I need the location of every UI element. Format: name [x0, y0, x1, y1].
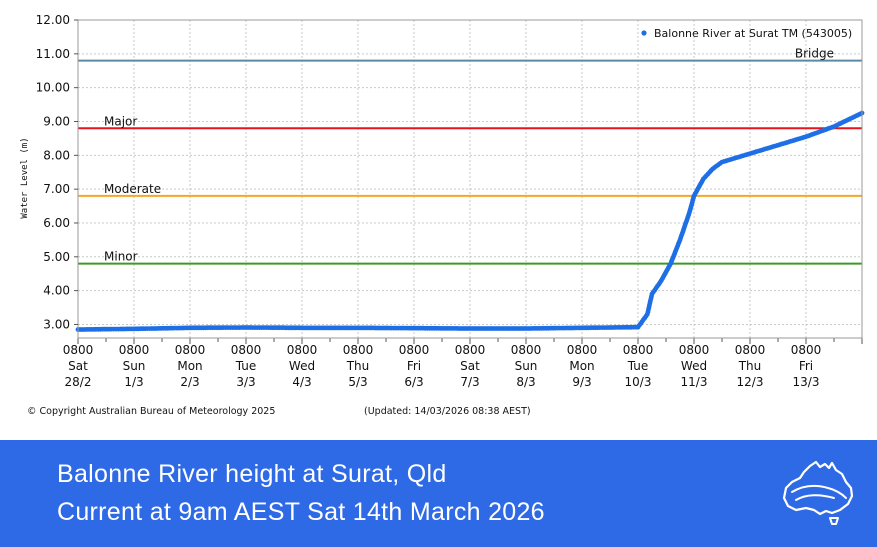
- x-tick-label: 0800 Tue 10/3: [623, 343, 654, 389]
- australia-map-icon: [782, 460, 854, 525]
- x-axis-ticks: 0800 Sat 28/2 0800 Sun 1/3 0800 Mon 2/3 0800 Tue 3/…: [63, 343, 822, 389]
- x-tick-label: 0800 Sun 8/3: [511, 343, 542, 389]
- y-tick-label: 5.00: [43, 250, 70, 264]
- threshold-label-major: Major: [104, 114, 137, 128]
- x-tick-label: 0800 Sat 28/2: [63, 343, 94, 389]
- y-tick-label: 12.00: [36, 13, 70, 27]
- x-tick-label: 0800 Fri 13/3: [791, 343, 822, 389]
- banner-subtitle: Current at 9am AEST Sat 14th March 2026: [57, 498, 545, 526]
- chart-svg: Bridge Major Moderate Minor 12.00 11.00 10.00…: [20, 13, 865, 417]
- y-axis-title: Water Level (m): [20, 137, 30, 218]
- threshold-label-bridge: Bridge: [795, 47, 834, 61]
- y-tick-label: 3.00: [43, 317, 70, 331]
- x-tick-label: 0800 Thu 5/3: [343, 343, 374, 389]
- x-tick-label: 0800 Mon 2/3: [175, 343, 206, 389]
- series-points: [75, 110, 865, 332]
- y-axis-ticks: 12.00 11.00 10.00 9.00 8.00 7.00 6.00 5.00 4.00 3…: [36, 13, 78, 331]
- x-tick-label: 0800 Wed 4/3: [287, 343, 318, 389]
- plot-frame: [77, 19, 863, 339]
- y-tick-label: 10.00: [36, 81, 70, 95]
- legend: Balonne River at Surat TM (543005): [641, 27, 852, 40]
- x-tick-label: 0800 Tue 3/3: [231, 343, 262, 389]
- grid: [77, 19, 863, 344]
- updated-text: (Updated: 14/03/2026 08:38 AEST): [364, 406, 531, 417]
- y-tick-label: 6.00: [43, 216, 70, 230]
- threshold-label-minor: Minor: [104, 250, 138, 264]
- x-tick-label: 0800 Mon 9/3: [567, 343, 598, 389]
- hydrograph-chart: Bridge Major Moderate Minor 12.00 11.00 10.00…: [20, 13, 865, 417]
- copyright-text: © Copyright Australian Bureau of Meteoro…: [27, 406, 275, 417]
- caption-banner: Balonne River height at Surat, Qld Curre…: [0, 440, 877, 547]
- legend-marker: [641, 30, 647, 36]
- x-tick-label: 0800 Fri 6/3: [399, 343, 430, 389]
- legend-label: Balonne River at Surat TM (543005): [654, 27, 852, 40]
- threshold-lines: Bridge Major Moderate Minor: [78, 47, 862, 265]
- y-tick-label: 7.00: [43, 182, 70, 196]
- x-tick-label: 0800 Sat 7/3: [455, 343, 486, 389]
- y-tick-label: 9.00: [43, 114, 70, 128]
- banner-title: Balonne River height at Surat, Qld: [57, 460, 447, 488]
- x-tick-label: 0800 Sun 1/3: [119, 343, 150, 389]
- y-tick-label: 11.00: [36, 47, 70, 61]
- threshold-label-moderate: Moderate: [104, 182, 161, 196]
- y-tick-label: 4.00: [43, 284, 70, 298]
- y-tick-label: 8.00: [43, 148, 70, 162]
- x-tick-label: 0800 Wed 11/3: [679, 343, 710, 389]
- x-tick-label: 0800 Thu 12/3: [735, 343, 766, 389]
